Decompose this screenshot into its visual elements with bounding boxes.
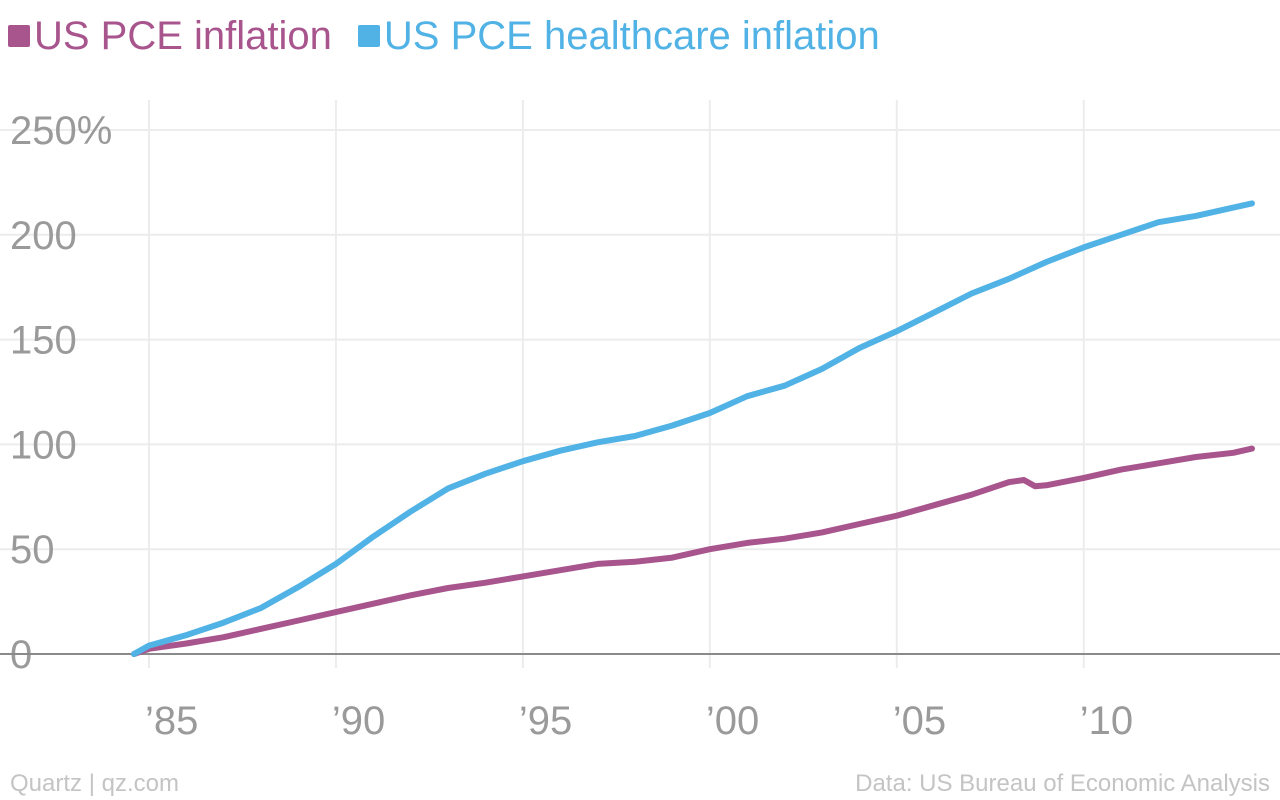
x-tick-label: ’10	[1080, 699, 1133, 743]
x-tick-label: ’05	[893, 699, 946, 743]
footer-source-left: Quartz | qz.com	[10, 770, 179, 797]
x-tick-label: ’90	[332, 699, 385, 743]
x-tick-label: ’00	[706, 699, 759, 743]
legend-label-pce: US PCE inflation	[34, 14, 332, 58]
y-tick-label: 200	[10, 214, 77, 258]
chart-legend: US PCE inflation US PCE healthcare infla…	[8, 8, 880, 64]
legend-swatch-healthcare	[357, 25, 380, 47]
legend-item-pce: US PCE inflation	[8, 8, 332, 64]
x-tick-label: ’85	[145, 699, 198, 743]
series-line-healthcare	[131, 200, 1255, 657]
y-tick-label: 100	[10, 423, 77, 467]
x-tick-label: ’95	[519, 699, 572, 743]
series-line-pce	[131, 445, 1255, 657]
legend-swatch-pce	[8, 25, 30, 47]
footer-source-right: Data: US Bureau of Economic Analysis	[855, 770, 1270, 797]
legend-label-healthcare: US PCE healthcare inflation	[383, 14, 880, 58]
y-tick-label: 50	[10, 528, 55, 572]
y-tick-label: 250%	[10, 109, 112, 153]
y-tick-label: 150	[10, 319, 77, 363]
legend-item-healthcare: US PCE healthcare inflation	[357, 8, 880, 64]
